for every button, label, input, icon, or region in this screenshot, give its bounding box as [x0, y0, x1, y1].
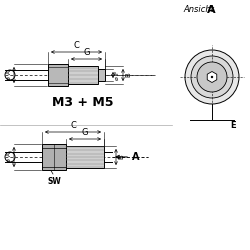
Circle shape [191, 56, 233, 98]
Text: G: G [82, 128, 88, 137]
Bar [98, 69, 105, 81]
Text: ø F: ø F [115, 70, 120, 80]
Bar [42, 144, 66, 170]
Text: G: G [83, 48, 90, 57]
Bar [68, 66, 98, 84]
Circle shape [197, 62, 227, 92]
Text: E: E [230, 121, 235, 130]
Text: A: A [132, 152, 140, 162]
Bar [66, 146, 104, 168]
Polygon shape [207, 72, 217, 83]
Text: ø A: ø A [7, 70, 12, 80]
Text: C: C [70, 121, 76, 130]
Text: A: A [207, 5, 216, 15]
Circle shape [185, 50, 239, 104]
Text: B: B [118, 154, 124, 160]
Text: Ansicht: Ansicht [183, 5, 216, 14]
Circle shape [211, 76, 213, 78]
Text: SW: SW [47, 177, 61, 186]
Text: M3 + M5: M3 + M5 [52, 96, 114, 109]
Text: B: B [125, 72, 131, 78]
Text: C: C [74, 41, 80, 50]
Bar [48, 64, 68, 86]
Text: ø A: ø A [7, 152, 12, 162]
